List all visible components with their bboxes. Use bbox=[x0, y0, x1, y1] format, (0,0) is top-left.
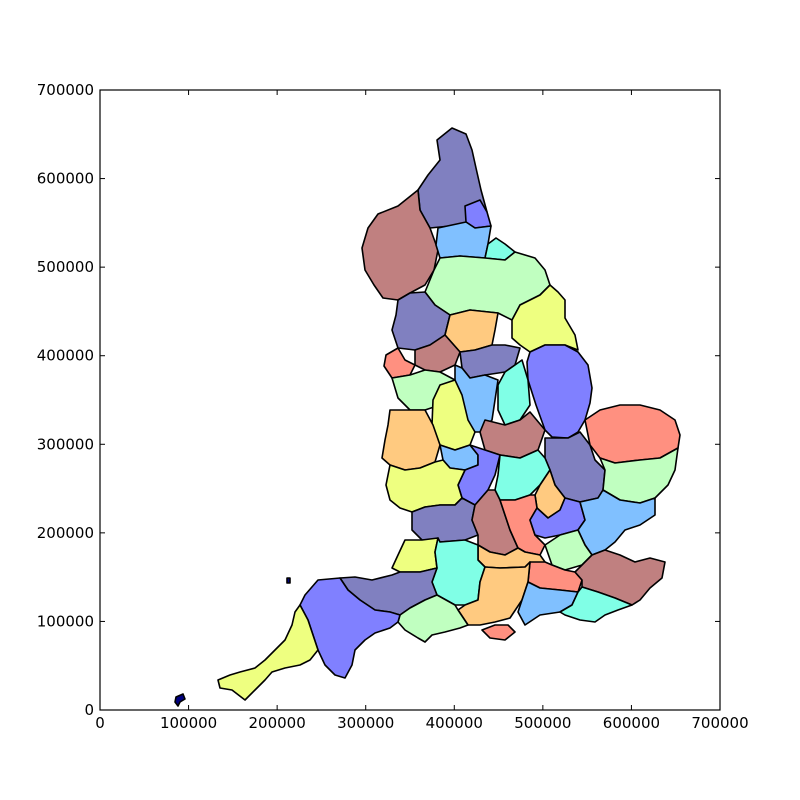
x-tick-label: 400000 bbox=[426, 714, 483, 732]
y-tick-label: 600000 bbox=[37, 170, 94, 188]
y-tick-label: 300000 bbox=[37, 435, 94, 453]
county-wiltshire bbox=[431, 537, 486, 606]
y-tick-label: 500000 bbox=[37, 258, 94, 276]
county-nottinghamshire bbox=[497, 359, 531, 426]
y-tick-label: 100000 bbox=[37, 612, 94, 630]
x-tick-label: 600000 bbox=[603, 714, 660, 732]
county-hampshire bbox=[457, 561, 531, 626]
x-tick-label: 700000 bbox=[691, 714, 748, 732]
county-isle-of-wight bbox=[481, 624, 516, 641]
x-tick-label: 300000 bbox=[337, 714, 394, 732]
county-east-sussex bbox=[559, 586, 633, 623]
county-regions bbox=[174, 127, 681, 707]
x-tick-label: 100000 bbox=[160, 714, 217, 732]
y-tick-label: 700000 bbox=[37, 81, 94, 99]
county-cumbria bbox=[361, 189, 439, 301]
county-durham bbox=[435, 221, 492, 259]
y-tick-label: 400000 bbox=[37, 347, 94, 365]
county-buckinghamshire bbox=[499, 494, 546, 556]
y-tick-label: 0 bbox=[84, 701, 94, 719]
county-cornwall bbox=[217, 604, 319, 701]
x-tick-label: 200000 bbox=[249, 714, 306, 732]
x-tick-label: 0 bbox=[95, 714, 105, 732]
county-lincolnshire bbox=[526, 344, 593, 439]
y-axis-tick-labels: 0 100000 200000 300000 400000 500000 600000 700… bbox=[37, 81, 94, 719]
axes-frame bbox=[99, 89, 721, 711]
county-northamptonshire bbox=[494, 449, 551, 501]
axis-ticks bbox=[99, 89, 721, 711]
x-tick-label: 500000 bbox=[514, 714, 571, 732]
island-lundy bbox=[286, 577, 291, 584]
y-tick-label: 200000 bbox=[37, 524, 94, 542]
island-scilly bbox=[174, 693, 186, 707]
x-axis-tick-labels: 0 100000 200000 300000 400000 500000 600000 700… bbox=[95, 714, 748, 732]
county-merseyside bbox=[383, 347, 416, 379]
county-dorset bbox=[397, 594, 469, 643]
